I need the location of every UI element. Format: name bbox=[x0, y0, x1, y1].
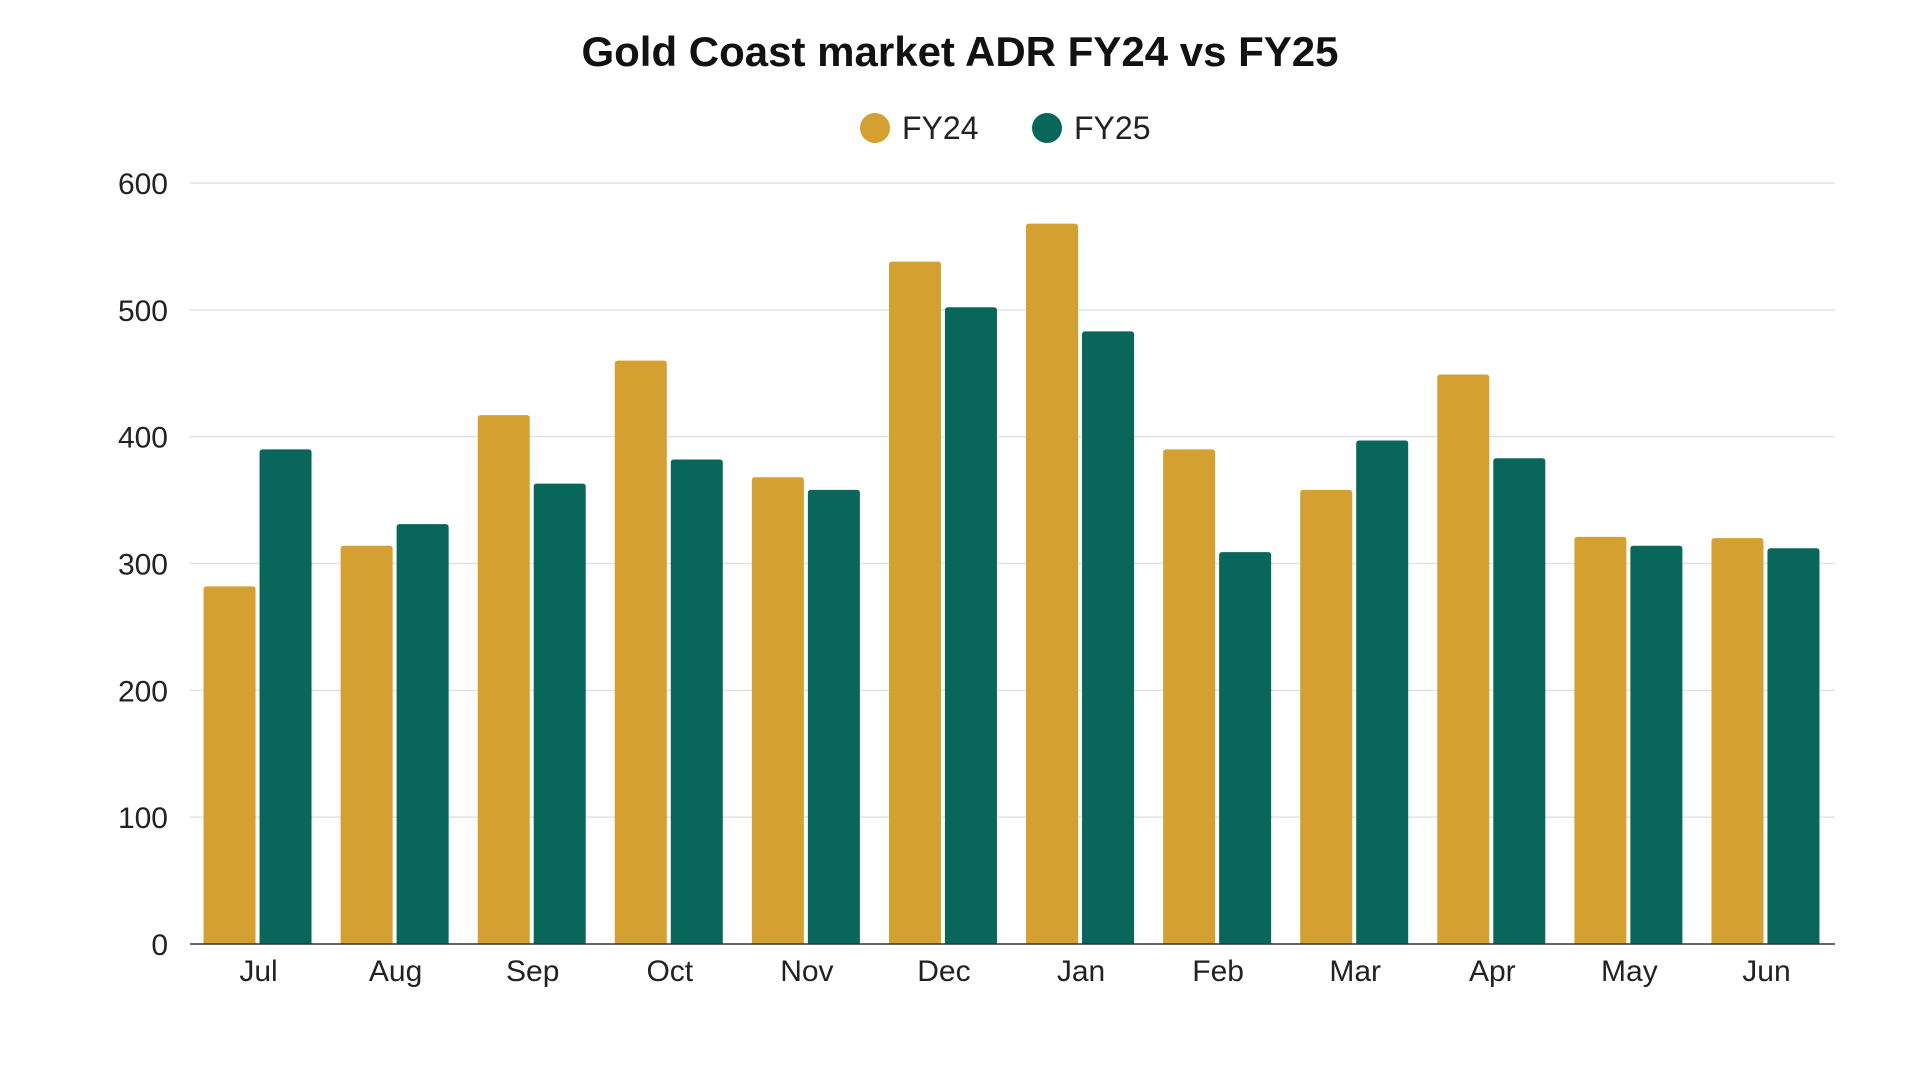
bar-fy25-sep bbox=[533, 483, 586, 944]
bar-fy24-jun bbox=[1711, 538, 1764, 944]
y-tick-label-400: 400 bbox=[118, 422, 168, 455]
y-tick-label-0: 0 bbox=[151, 929, 168, 962]
bar-fy24-may bbox=[1574, 536, 1627, 944]
chart-legend: FY24 FY25 bbox=[860, 110, 1150, 146]
bar-fy25-jul bbox=[259, 449, 312, 944]
chart-bars bbox=[203, 223, 1820, 945]
bar-fy24-mar bbox=[1300, 489, 1353, 944]
x-tick-label-jun: Jun bbox=[1742, 955, 1790, 988]
x-tick-label-jul: Jul bbox=[239, 955, 277, 988]
x-tick-label-feb: Feb bbox=[1192, 955, 1244, 988]
bar-fy24-jul bbox=[203, 586, 256, 944]
y-tick-label-500: 500 bbox=[118, 295, 168, 328]
y-axis-tick-labels: 0 100 200 300 400 500 600 bbox=[118, 168, 168, 962]
legend-marker-fy25 bbox=[1032, 113, 1062, 143]
bar-fy25-apr bbox=[1493, 458, 1546, 944]
x-tick-label-jan: Jan bbox=[1057, 955, 1105, 988]
x-tick-label-sep: Sep bbox=[506, 955, 559, 988]
bar-fy24-apr bbox=[1437, 374, 1490, 945]
bar-fy24-feb bbox=[1163, 449, 1216, 944]
bar-fy25-dec bbox=[944, 307, 997, 945]
bar-fy24-dec bbox=[888, 261, 941, 944]
bar-fy25-oct bbox=[670, 459, 723, 944]
bar-fy25-jun bbox=[1767, 548, 1820, 944]
bar-fy25-feb bbox=[1219, 552, 1272, 944]
y-tick-label-300: 300 bbox=[118, 549, 168, 582]
x-tick-label-oct: Oct bbox=[646, 955, 693, 988]
bar-fy25-may bbox=[1630, 545, 1683, 944]
x-tick-label-mar: Mar bbox=[1329, 955, 1381, 988]
x-tick-label-nov: Nov bbox=[780, 955, 833, 988]
bar-fy24-sep bbox=[477, 415, 530, 945]
y-tick-label-200: 200 bbox=[118, 675, 168, 708]
y-tick-label-100: 100 bbox=[118, 802, 168, 835]
legend-label-fy24: FY24 bbox=[902, 110, 978, 146]
bar-fy25-aug bbox=[396, 524, 449, 944]
x-tick-label-apr: Apr bbox=[1469, 955, 1516, 988]
bar-fy24-jan bbox=[1026, 223, 1079, 944]
x-tick-label-may: May bbox=[1601, 955, 1658, 988]
bar-fy24-oct bbox=[614, 360, 667, 945]
bar-fy24-aug bbox=[340, 545, 393, 944]
x-tick-label-dec: Dec bbox=[917, 955, 970, 988]
legend-label-fy25: FY25 bbox=[1074, 110, 1150, 146]
chart-title: Gold Coast market ADR FY24 vs FY25 bbox=[581, 28, 1338, 75]
x-axis-tick-labels: Jul Aug Sep Oct Nov Dec Jan Feb Mar Apr May Jun bbox=[239, 955, 1790, 988]
legend-marker-fy24 bbox=[860, 113, 890, 143]
bar-fy25-mar bbox=[1356, 440, 1409, 944]
x-tick-label-aug: Aug bbox=[369, 955, 422, 988]
y-tick-label-600: 600 bbox=[118, 168, 168, 201]
bar-fy24-nov bbox=[751, 477, 804, 944]
bar-fy25-jan bbox=[1082, 331, 1135, 944]
chart-gridlines bbox=[190, 182, 1835, 818]
bar-fy25-nov bbox=[807, 489, 860, 944]
